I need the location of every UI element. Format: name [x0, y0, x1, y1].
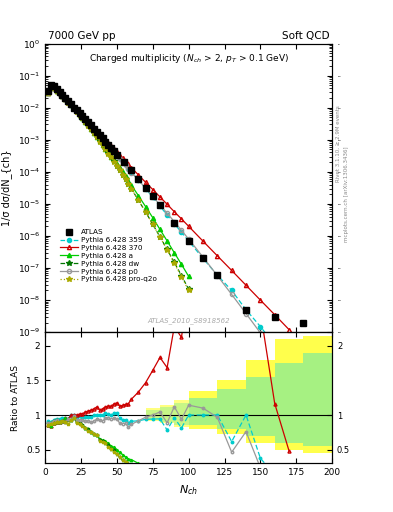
Bar — [189, 398, 217, 425]
Text: mcplots.cern.ch [arXiv:1306.3436]: mcplots.cern.ch [arXiv:1306.3436] — [344, 147, 349, 242]
Bar — [275, 363, 303, 443]
Y-axis label: Ratio to ATLAS: Ratio to ATLAS — [11, 365, 20, 431]
X-axis label: $N_{ch}$: $N_{ch}$ — [179, 483, 198, 497]
Legend: ATLAS, Pythia 6.428 359, Pythia 6.428 370, Pythia 6.428 a, Pythia 6.428 dw, Pyth: ATLAS, Pythia 6.428 359, Pythia 6.428 37… — [57, 226, 160, 285]
Bar — [303, 335, 332, 453]
Text: Rivet 3.1.10, ≥ 2.9M events: Rivet 3.1.10, ≥ 2.9M events — [336, 105, 341, 182]
Text: ATLAS_2010_S8918562: ATLAS_2010_S8918562 — [147, 317, 230, 324]
Text: Soft QCD: Soft QCD — [282, 31, 329, 40]
Bar — [246, 360, 275, 443]
Bar — [217, 380, 246, 434]
Bar — [160, 407, 174, 422]
Y-axis label: 1/σ dσ/dN_{ch}: 1/σ dσ/dN_{ch} — [1, 150, 12, 226]
Bar — [275, 339, 303, 450]
Text: 7000 GeV pp: 7000 GeV pp — [48, 31, 116, 40]
Text: Charged multiplicity ($N_{ch}$ > 2, $p_T$ > 0.1 GeV): Charged multiplicity ($N_{ch}$ > 2, $p_T… — [88, 52, 289, 65]
Bar — [303, 353, 332, 446]
Bar — [246, 377, 275, 436]
Bar — [217, 389, 246, 429]
Bar — [174, 402, 189, 425]
Bar — [146, 410, 160, 419]
Bar — [189, 391, 217, 429]
Bar — [160, 404, 174, 423]
Bar — [174, 400, 189, 428]
Bar — [146, 408, 160, 420]
